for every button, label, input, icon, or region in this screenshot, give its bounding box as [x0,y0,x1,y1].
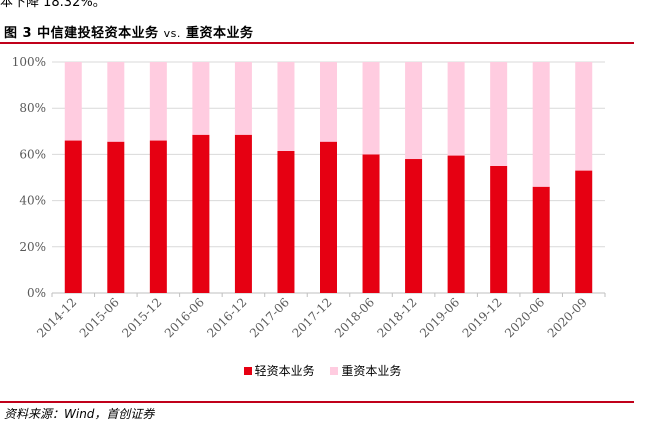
bar-light-capital [149,140,167,293]
legend-label-heavy: 重资本业务 [341,364,402,378]
chart-legend: 轻资本业务 重资本业务 [0,362,645,379]
bar-light-capital [575,170,593,293]
bar-heavy-capital [277,62,295,151]
y-tick-label: 60% [19,147,46,161]
bar-light-capital [405,159,423,293]
title-vs: vs. [163,27,181,40]
bar-light-capital [277,150,295,293]
preceding-text-fragment: 本下降 18.32%。 [0,0,106,10]
bar-light-capital [234,134,252,293]
bar-heavy-capital [64,62,82,141]
figure-title: 图 3 中信建投轻资本业务 vs. 重资本业务 [4,22,253,41]
bar-light-capital [107,141,125,293]
x-tick-label: 2020-06 [502,295,547,340]
bar-heavy-capital [575,62,593,171]
x-tick-label: 2020-09 [545,295,590,340]
stacked-bar-chart: 0%20%40%60%80%100%2014-122015-062015-122… [12,55,606,340]
bar-heavy-capital [532,62,550,187]
x-tick-label: 2015-06 [77,295,122,340]
x-tick-label: 2018-06 [332,295,377,340]
bar-heavy-capital [192,62,210,135]
bar-light-capital [447,155,465,293]
y-tick-label: 0% [27,286,46,300]
bar-heavy-capital [234,62,252,135]
title-part-light-capital: 中信建投轻资本业务 [37,26,159,41]
bar-light-capital [532,186,550,293]
source-note: 资料来源：Wind，首创证券 [4,407,155,421]
legend-swatch-heavy [330,366,339,375]
bar-heavy-capital [490,62,508,166]
legend-item-heavy: 重资本业务 [330,362,401,379]
x-tick-label: 2017-06 [247,295,292,340]
bar-heavy-capital [405,62,423,160]
y-tick-label: 100% [12,55,46,69]
legend-swatch-light [243,366,252,375]
x-tick-label: 2015-12 [119,295,164,340]
bar-heavy-capital [320,62,337,142]
bar-light-capital [362,154,380,293]
bar-heavy-capital [362,62,380,155]
title-part-heavy-capital: 重资本业务 [185,26,254,41]
bar-light-capital [192,134,210,293]
x-tick-label: 2017-12 [289,295,334,340]
y-tick-label: 80% [19,101,46,115]
bar-light-capital [64,140,82,293]
x-tick-label: 2014-12 [34,295,79,340]
x-tick-label: 2016-12 [204,295,249,340]
bar-light-capital [320,141,337,293]
legend-label-light: 轻资本业务 [254,364,315,378]
y-tick-label: 40% [19,194,46,208]
x-tick-label: 2018-12 [375,295,420,340]
y-tick-label: 20% [19,240,46,254]
bar-light-capital [490,165,508,293]
bar-heavy-capital [149,62,167,141]
x-tick-label: 2016-06 [162,295,207,340]
legend-item-light: 轻资本业务 [243,362,315,379]
x-tick-label: 2019-12 [460,295,505,340]
figure-number: 图 3 [4,26,33,41]
bar-heavy-capital [107,62,125,142]
bar-heavy-capital [447,62,465,156]
footer-divider [0,401,634,403]
x-tick-label: 2019-06 [417,295,462,340]
title-divider [0,42,634,44]
